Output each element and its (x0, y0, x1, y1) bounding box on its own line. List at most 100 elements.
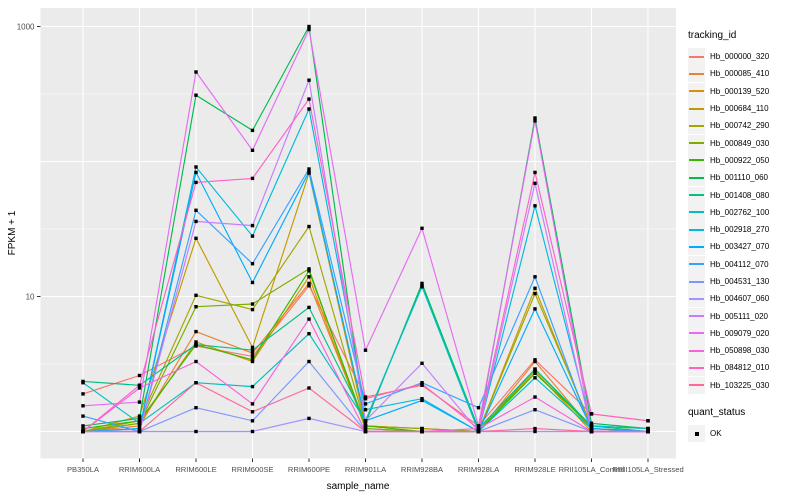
data-point (363, 426, 368, 431)
data-point (420, 429, 424, 434)
data-point (533, 408, 537, 412)
legend-item: Hb_000000_320 (688, 48, 800, 66)
legend-key (688, 100, 705, 118)
legend-item-label: Hb_002762_100 (710, 207, 770, 217)
data-point (250, 345, 255, 350)
legend-key (688, 273, 705, 290)
legend-shape-title: quant_status (688, 406, 746, 418)
legend-key (688, 359, 705, 377)
legend-item-label: Hb_004112_070 (710, 259, 769, 269)
legend-key (688, 117, 705, 135)
data-point (137, 421, 142, 425)
data-points (81, 24, 650, 434)
data-point (137, 424, 142, 428)
data-point (194, 208, 198, 212)
data-point (533, 204, 537, 208)
legend-key (688, 203, 705, 221)
data-point (533, 376, 537, 380)
legend-line-swatch (689, 211, 704, 214)
data-point (250, 384, 255, 389)
legend-key (688, 290, 705, 308)
data-point (250, 307, 255, 312)
tracking-id-legend-items: Hb_000000_320 Hb_000085_410 Hb_000139_520 H… (688, 48, 800, 394)
data-point (307, 167, 311, 171)
legend-item: Hb_004112_070 (688, 255, 800, 273)
legend-item: Hb_103225_030 (688, 376, 800, 394)
legend-line-swatch (689, 384, 704, 387)
legend-item-label: Hb_001110_060 (710, 173, 768, 183)
data-point (137, 373, 142, 378)
legend-item: Hb_002762_100 (688, 203, 800, 221)
legend-item-label: Hb_103225_030 (710, 380, 770, 390)
legend-item: Hb_004607_060 (688, 290, 800, 308)
data-point (194, 219, 198, 224)
legend-item: Hb_005111_020 (688, 307, 800, 325)
legend-key (688, 134, 705, 152)
data-point (476, 429, 481, 434)
data-point (137, 383, 142, 387)
data-point (307, 305, 311, 310)
data-point (307, 359, 311, 364)
data-point (420, 226, 424, 230)
data-point (250, 128, 255, 133)
data-point (194, 305, 198, 309)
data-point (250, 148, 255, 152)
data-point (307, 267, 311, 271)
data-point (307, 416, 311, 421)
data-point (420, 281, 424, 286)
data-point (420, 426, 424, 431)
legend-line-swatch (689, 124, 704, 127)
data-point (646, 426, 650, 431)
legend-key (688, 255, 705, 273)
data-point (250, 348, 255, 352)
data-point (533, 181, 537, 185)
data-point (420, 361, 424, 365)
legend-line-swatch (689, 194, 704, 197)
data-point (81, 426, 85, 431)
data-point (533, 371, 537, 375)
data-point (533, 429, 537, 434)
data-point (589, 424, 594, 428)
y-axis-title: FPKM + 1 (7, 210, 18, 255)
legend-line-swatch (689, 349, 704, 352)
data-point (194, 329, 198, 334)
y-tick-label: 1000 (17, 22, 35, 31)
data-point (363, 402, 368, 406)
legend-color-title: tracking_id (688, 30, 737, 41)
data-point (363, 408, 368, 412)
data-point (307, 170, 311, 174)
data-point (137, 419, 142, 423)
data-point (363, 429, 368, 434)
x-tick-label: RRIM928LA (458, 465, 500, 474)
legend: tracking_id Hb_000000_320 Hb_000085_410 Hb… (688, 30, 800, 443)
legend-key (688, 169, 705, 187)
legend-item: Hb_084812_010 (688, 359, 800, 377)
data-point (194, 340, 198, 344)
x-tick-label: RRII105LA_Stressed (612, 465, 683, 474)
data-point (81, 404, 85, 408)
legend-key (688, 221, 705, 239)
legend-line-swatch (689, 297, 704, 300)
data-point (307, 78, 311, 82)
data-point (476, 424, 481, 428)
data-point (420, 382, 424, 386)
legend-item: Hb_003427_070 (688, 238, 800, 256)
legend-item: Hb_001110_060 (688, 169, 800, 187)
data-point (533, 426, 537, 431)
data-point (307, 281, 311, 286)
x-tick-label: RRIM600PE (288, 465, 330, 474)
legend-item-label: Hb_000000_320 (710, 52, 770, 62)
legend-key (688, 238, 705, 256)
data-point (589, 412, 594, 416)
legend-key (688, 307, 705, 325)
legend-item-label: Hb_005111_020 (710, 311, 768, 321)
data-point (363, 397, 368, 401)
data-point (194, 70, 198, 74)
legend-line-swatch (689, 245, 704, 248)
x-tick-label: RRIM600LA (119, 465, 161, 474)
data-point (533, 359, 537, 364)
legend-item: Hb_000922_050 (688, 151, 800, 169)
data-point (533, 275, 537, 279)
